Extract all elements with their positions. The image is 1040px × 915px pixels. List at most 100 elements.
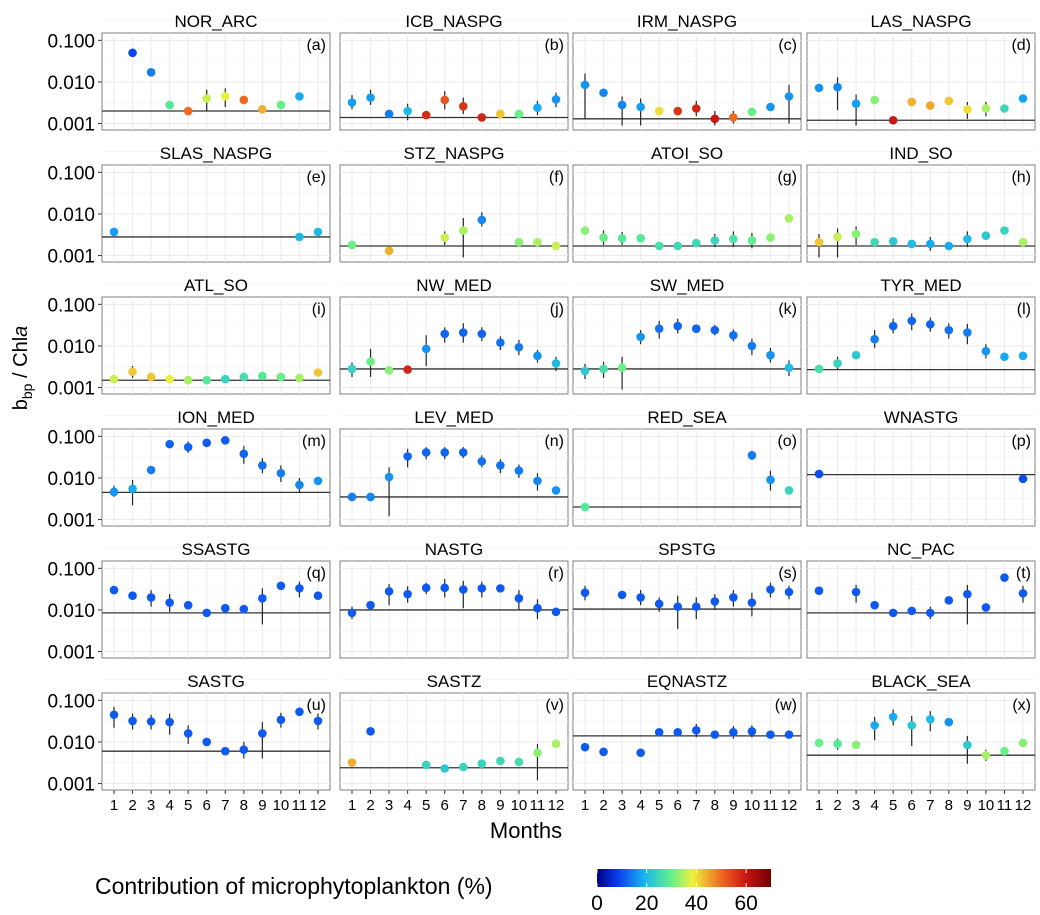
panel-letter: (a) xyxy=(306,37,326,54)
data-point xyxy=(784,92,794,101)
data-point xyxy=(128,716,137,726)
panel-letter: (b) xyxy=(544,37,564,54)
data-point xyxy=(1000,573,1009,582)
data-point xyxy=(295,232,304,242)
panel-irm-naspg: IRM_NASPG (c) xyxy=(572,12,802,131)
data-point xyxy=(220,92,230,101)
data-point xyxy=(165,598,174,607)
data-point xyxy=(440,95,450,105)
data-point xyxy=(870,334,879,344)
data-point xyxy=(258,729,267,738)
data-point xyxy=(183,375,193,385)
data-point xyxy=(276,581,286,591)
data-point xyxy=(814,83,824,93)
panel-sastz: SASTZ(v)1 2 3 4 5 6 7 8 9 10 11 12 xyxy=(339,672,569,814)
y-tick-label: 0.001 xyxy=(47,115,95,136)
data-point xyxy=(384,109,394,119)
data-point xyxy=(1000,352,1009,362)
panel-title: EQNASTZ xyxy=(647,672,727,691)
data-point xyxy=(814,364,824,374)
data-point xyxy=(551,359,561,368)
data-point xyxy=(1018,589,1028,598)
data-point xyxy=(146,68,156,77)
data-point xyxy=(888,712,898,722)
y-tick-label: 0.100 xyxy=(47,31,95,52)
data-point xyxy=(295,373,304,383)
data-point xyxy=(421,583,431,593)
y-tick-label: 0.010 xyxy=(47,205,95,226)
panel-letter: (k) xyxy=(778,301,797,318)
data-point xyxy=(276,372,286,382)
data-point xyxy=(165,100,174,110)
panel-letter: (e) xyxy=(306,169,326,186)
y-tick-label: 0.010 xyxy=(47,469,95,490)
data-point xyxy=(654,106,664,116)
legend-tick-label: 60 xyxy=(734,892,757,915)
panel-title: LEV_MED xyxy=(414,408,493,427)
panel-lev-med: LEV_MED (n) xyxy=(339,408,569,527)
x-tick-label: 9 xyxy=(963,797,971,814)
colorbar xyxy=(597,869,771,887)
panel-eqnastz: EQNASTZ(w)1 2 3 4 5 6 7 8 9 10 11 12 xyxy=(572,672,802,814)
x-axis-title: Months xyxy=(490,818,562,843)
data-point xyxy=(851,740,861,750)
y-tick-label: 0.001 xyxy=(47,379,95,400)
data-point xyxy=(347,492,357,502)
x-tick-label: 3 xyxy=(385,797,393,814)
data-point xyxy=(551,241,561,251)
data-point xyxy=(636,332,645,342)
data-point xyxy=(514,237,524,247)
data-point xyxy=(944,241,954,251)
panel-title: RED_SEA xyxy=(647,408,727,427)
data-point xyxy=(599,364,608,374)
data-point xyxy=(276,468,286,478)
data-point xyxy=(870,600,879,610)
data-point xyxy=(747,236,757,245)
data-point xyxy=(654,241,664,251)
data-point xyxy=(673,106,683,116)
data-point xyxy=(599,747,608,757)
data-point xyxy=(533,103,542,113)
x-tick-label: 1 xyxy=(110,797,118,814)
legend-title: Contribution of microphytoplankton (%) xyxy=(95,873,493,899)
panel-nc-pac: NC_PAC (t) xyxy=(806,540,1036,659)
y-tick-label: 0.010 xyxy=(47,733,95,754)
x-tick-label: 5 xyxy=(655,797,663,814)
data-point xyxy=(1000,746,1009,756)
x-tick-label: 8 xyxy=(478,797,486,814)
data-point xyxy=(220,603,230,613)
data-point xyxy=(109,374,119,384)
data-point xyxy=(747,107,757,117)
x-tick-label: 12 xyxy=(548,797,565,814)
panel-letter: (d) xyxy=(1011,37,1031,54)
data-point xyxy=(747,451,757,460)
data-point xyxy=(1000,226,1009,235)
data-point xyxy=(165,439,174,449)
data-point xyxy=(146,593,156,602)
data-point xyxy=(239,449,249,459)
data-point xyxy=(128,367,137,377)
panel-title: BLACK_SEA xyxy=(871,672,971,691)
panel-title: ICB_NASPG xyxy=(405,12,502,31)
y-tick-label: 0.100 xyxy=(47,691,95,712)
data-point xyxy=(347,240,357,250)
y-tick-label: 0.010 xyxy=(47,337,95,358)
y-axis-title: bbp / Chla xyxy=(10,326,35,411)
data-point xyxy=(636,593,645,602)
data-point xyxy=(580,226,590,235)
data-point xyxy=(981,603,991,612)
data-point xyxy=(183,442,193,452)
x-tick-label: 1 xyxy=(348,797,356,814)
x-tick-label: 7 xyxy=(692,797,700,814)
data-point xyxy=(766,350,775,360)
data-point xyxy=(146,717,156,726)
panel-title: SSASTG xyxy=(182,540,251,559)
x-tick-label: 6 xyxy=(203,797,211,814)
data-point xyxy=(295,707,304,717)
legend-tick-label: 20 xyxy=(635,892,658,915)
data-point xyxy=(514,109,524,119)
panel-sw-med: SW_MED (k) xyxy=(572,276,802,395)
y-tick-label: 0.001 xyxy=(47,775,95,796)
data-point xyxy=(1018,237,1028,247)
